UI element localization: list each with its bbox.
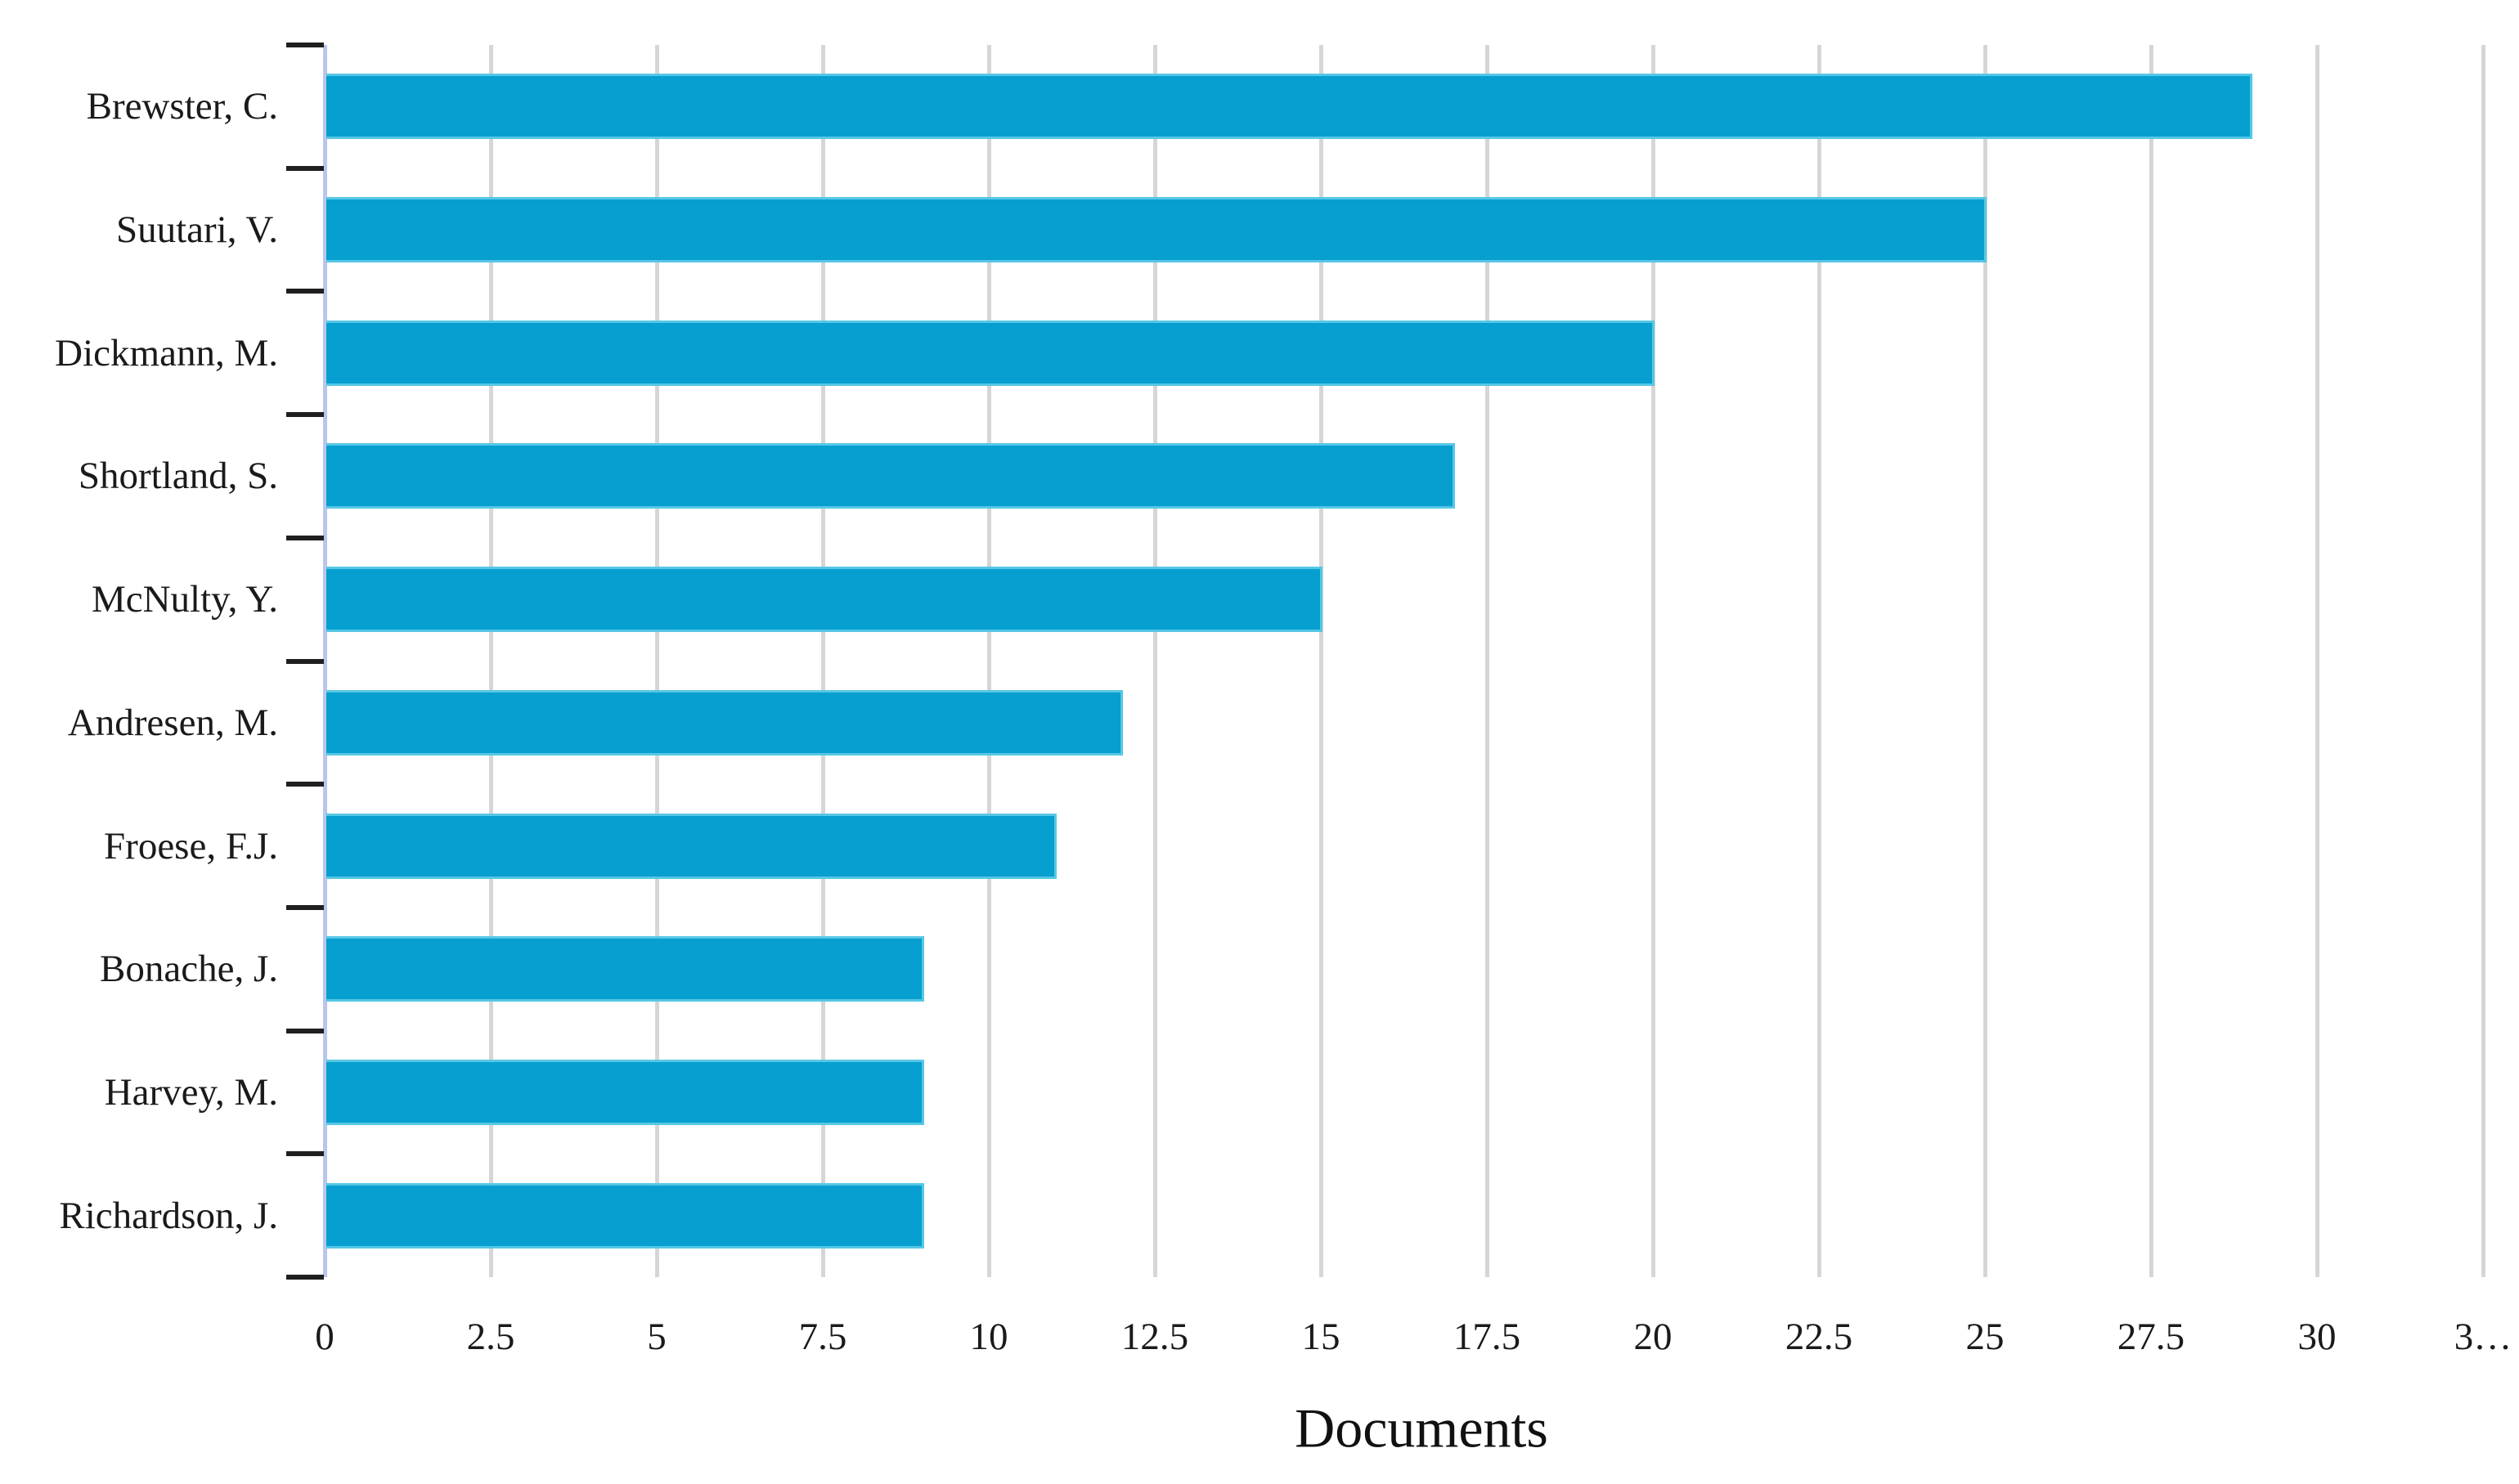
gridline-x-27.5 (2149, 45, 2153, 1277)
bar-brewster-c (326, 74, 2252, 139)
gridline-x-17.5 (1485, 45, 1489, 1277)
gridline-x-30 (2315, 45, 2319, 1277)
category-label: Brewster, C. (86, 85, 278, 128)
x-tick-label: 10 (969, 1316, 1008, 1358)
bar-froese-f-j (326, 814, 1057, 879)
category-tick (286, 1275, 324, 1280)
x-tick-label: 27.5 (2117, 1316, 2185, 1358)
x-tick-label: 30 (2297, 1316, 2337, 1358)
bar-dickmann-m (326, 321, 1655, 386)
bar-suutari-v (326, 197, 1987, 262)
gridline-x-12.5 (1153, 45, 1157, 1277)
category-label: Richardson, J. (59, 1195, 278, 1237)
gridline-x-20 (1651, 45, 1655, 1277)
category-tick (286, 536, 324, 540)
x-tick-label: 20 (1633, 1316, 1673, 1358)
category-label: McNulty, Y. (91, 578, 278, 621)
category-tick (286, 782, 324, 787)
category-tick (286, 166, 324, 171)
category-label: Dickmann, M. (55, 332, 278, 374)
x-tick-label: 5 (647, 1316, 667, 1358)
category-label: Froese, F.J. (104, 825, 278, 868)
bar-harvey-m (326, 1060, 924, 1125)
category-tick (286, 412, 324, 417)
x-tick-label: 15 (1301, 1316, 1340, 1358)
bar-mcnulty-y (326, 567, 1322, 632)
gridline-x-15 (1319, 45, 1323, 1277)
bar-andresen-m (326, 690, 1123, 755)
category-tick (286, 289, 324, 294)
category-tick (286, 905, 324, 910)
x-tick-label: 0 (315, 1316, 335, 1358)
y-axis-line (323, 45, 327, 1277)
x-tick-label: 12.5 (1120, 1316, 1189, 1358)
bar-bonache-j (326, 936, 924, 1002)
gridline-x-25 (1983, 45, 1987, 1277)
x-tick-label: 7.5 (798, 1316, 847, 1358)
category-tick (286, 1029, 324, 1033)
category-label: Suutari, V. (115, 208, 278, 251)
gridline-x-22.5 (1817, 45, 1821, 1277)
category-tick (286, 1151, 324, 1156)
category-label: Bonache, J. (100, 948, 278, 990)
x-tick-label: 25 (1965, 1316, 2005, 1358)
x-tick-label: 17.5 (1453, 1316, 1521, 1358)
category-label: Andresen, M. (67, 702, 278, 744)
category-tick (286, 659, 324, 664)
gridline-x-10 (987, 45, 991, 1277)
gridline-x-2.5 (489, 45, 493, 1277)
gridline-x-5 (655, 45, 659, 1277)
x-axis-title: Documents (1295, 1397, 1548, 1459)
bar-shortland-s (326, 443, 1455, 509)
x-tick-label: 3… (2454, 1316, 2512, 1358)
gridline-x-32.5 (2481, 45, 2485, 1277)
category-tick (286, 43, 324, 47)
x-tick-label: 2.5 (466, 1316, 515, 1358)
x-tick-label: 22.5 (1785, 1316, 1853, 1358)
category-label: Harvey, M. (104, 1071, 278, 1114)
category-label: Shortland, S. (78, 455, 278, 497)
bar-richardson-j (326, 1183, 924, 1249)
gridline-x-7.5 (821, 45, 825, 1277)
